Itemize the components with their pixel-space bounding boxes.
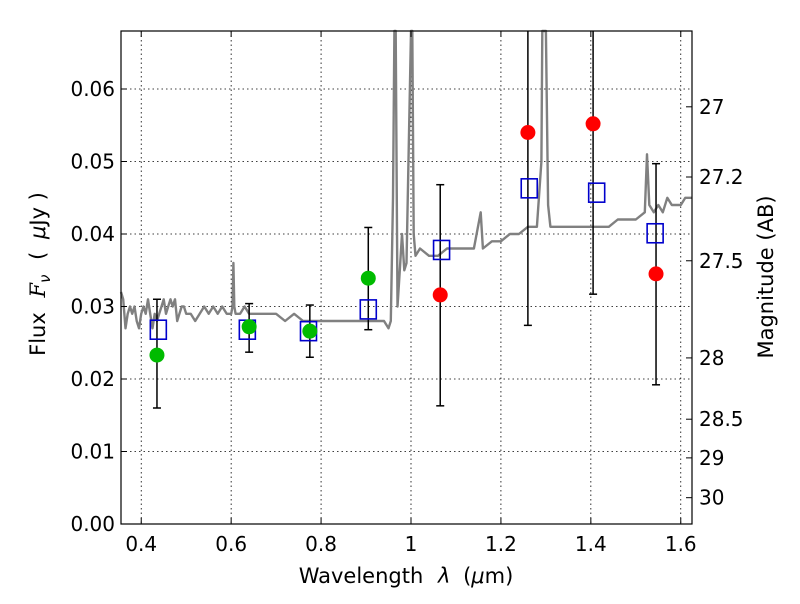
y-axis-label-prefix: Flux bbox=[26, 312, 50, 356]
model-square bbox=[149, 319, 168, 341]
y-axis-label: Flux Fν ( μJy ) bbox=[26, 192, 55, 356]
upper-limit-point bbox=[648, 266, 664, 282]
y2-tick-label: 28 bbox=[699, 346, 724, 370]
y2-tick-label: 29 bbox=[699, 446, 724, 470]
y-axis-label-unit: Jy ) bbox=[26, 192, 50, 228]
x-axis-label: Wavelength λ (μm) bbox=[299, 564, 514, 588]
y-tick-label: 0.00 bbox=[70, 512, 115, 536]
markers bbox=[149, 116, 664, 363]
detection-point bbox=[149, 347, 165, 363]
x-tick-label: 1 bbox=[405, 532, 418, 556]
x-axis-label-symbol: λ bbox=[437, 564, 450, 588]
spectrum bbox=[119, 29, 692, 330]
spectrum-line bbox=[119, 29, 692, 330]
upper-limit-point bbox=[520, 125, 536, 140]
x-axis-label-unit: m) bbox=[485, 564, 514, 588]
y2-tick-label: 27 bbox=[699, 95, 724, 119]
y-axis-label-mu: μ bbox=[26, 226, 50, 240]
y2-tick-label: 27.5 bbox=[699, 249, 744, 273]
x-tick-label: 0.6 bbox=[215, 532, 247, 556]
y2-tick-label: 28.5 bbox=[699, 407, 744, 431]
x-tick-label: 0.4 bbox=[125, 532, 157, 556]
y2-tick-label: 27.2 bbox=[699, 165, 744, 189]
y-tick-label: 0.04 bbox=[70, 222, 115, 246]
y2-tick-label: 30 bbox=[699, 486, 724, 510]
grid bbox=[121, 31, 692, 524]
x-tick-label: 1.2 bbox=[485, 532, 517, 556]
detection-point bbox=[302, 323, 318, 339]
x-axis-label-mu: μ bbox=[470, 564, 484, 588]
model-square bbox=[520, 178, 539, 199]
x-tick-label: 1.4 bbox=[575, 532, 607, 556]
y-tick-label: 0.05 bbox=[70, 150, 115, 174]
x-axis-label-unit-open: ( bbox=[463, 564, 471, 588]
upper-limit-point bbox=[432, 287, 448, 303]
y-axis-label-symbol-sub: ν bbox=[36, 275, 54, 283]
detection-point bbox=[241, 319, 257, 335]
y-tick-label: 0.01 bbox=[70, 440, 115, 464]
x-axis-label-prefix: Wavelength bbox=[299, 564, 424, 588]
ticks: 0.4 0.6 0.8 1 1.2 1.4 1.6 0.00 0.01 0.02 0.03 0.04 0… bbox=[70, 31, 744, 556]
detection-point bbox=[360, 270, 376, 286]
y-axis-label-symbol: F bbox=[26, 282, 50, 299]
y-tick-label: 0.06 bbox=[70, 77, 115, 101]
y2-axis-label: Magnitude (AB) bbox=[754, 195, 778, 358]
y-axis-label-open: ( bbox=[26, 252, 50, 260]
model-square bbox=[432, 239, 451, 261]
upper-limit-point bbox=[585, 116, 601, 132]
plot-frame bbox=[120, 30, 693, 525]
x-tick-label: 1.6 bbox=[665, 532, 697, 556]
model-square bbox=[587, 182, 606, 203]
model-square bbox=[359, 299, 378, 320]
x-tick-label: 0.8 bbox=[305, 532, 337, 556]
model-square bbox=[646, 222, 664, 244]
y-tick-label: 0.02 bbox=[70, 367, 115, 391]
y-tick-label: 0.03 bbox=[70, 295, 115, 319]
plot-background bbox=[121, 31, 692, 524]
